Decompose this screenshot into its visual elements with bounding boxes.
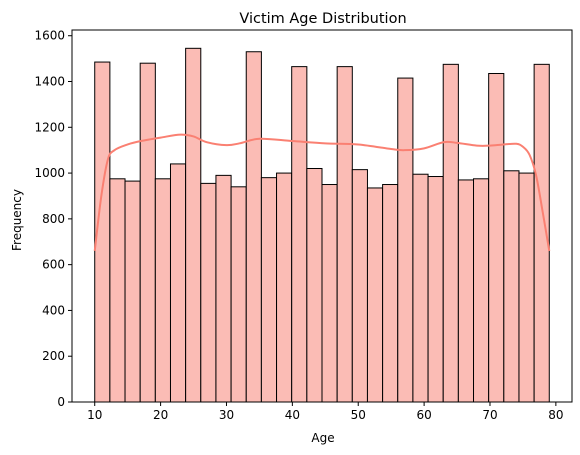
x-tick-label: 60 (416, 408, 431, 422)
histogram-bar (230, 186, 247, 403)
histogram-bar (260, 177, 278, 403)
histogram-bar (245, 51, 262, 403)
histogram-bar (427, 176, 444, 403)
y-tick-label: 800 (42, 212, 65, 226)
histogram-bar (473, 178, 490, 403)
histogram-bar (291, 66, 308, 403)
x-tick-label: 50 (351, 408, 366, 422)
y-tick-label: 0 (57, 395, 65, 409)
x-axis-label: Age (311, 431, 334, 445)
histogram-bar (457, 179, 475, 403)
y-tick-label: 1400 (34, 75, 65, 89)
histogram-bar (169, 163, 187, 403)
histogram-bar (488, 72, 505, 403)
x-tick-label: 20 (153, 408, 168, 422)
x-tick-label: 80 (548, 408, 563, 422)
histogram-bar (321, 184, 338, 403)
histogram-bar (200, 182, 217, 403)
y-tick-label: 400 (42, 303, 65, 317)
x-tick-label: 70 (482, 408, 497, 422)
histogram-bar (124, 180, 141, 403)
histogram-bar (109, 178, 126, 403)
histogram-bar (382, 184, 399, 403)
x-tick-label: 40 (285, 408, 300, 422)
histogram-bar (185, 47, 202, 403)
histogram-bar (412, 173, 429, 403)
histogram-bar (397, 77, 414, 403)
histogram-bar (442, 63, 459, 403)
histogram-bar (306, 167, 323, 403)
histogram-bar (351, 169, 368, 403)
axes-group: 10 20 30 40 50 60 70 80020040060080010001200140… (34, 29, 573, 422)
chart-title: Victim Age Distribution (239, 11, 406, 27)
histogram-bar (336, 66, 353, 403)
histogram-bar (518, 172, 535, 403)
y-axis-label: Frequency (10, 189, 24, 251)
y-tick-label: 1200 (34, 120, 65, 134)
bars-group (94, 47, 550, 403)
histogram-bar (215, 174, 232, 403)
y-tick-label: 1600 (34, 29, 65, 43)
plot-frame (71, 29, 573, 403)
histogram-bar (366, 187, 384, 403)
y-tick-label: 1000 (34, 166, 65, 180)
histogram-bar (503, 170, 520, 403)
x-tick-label: 30 (219, 408, 234, 422)
x-tick-label: 10 (87, 408, 102, 422)
kde-curve (93, 133, 551, 252)
histogram-bar (154, 178, 171, 403)
y-tick-label: 200 (42, 349, 65, 363)
histogram-bar (139, 62, 156, 403)
y-tick-label: 600 (42, 258, 65, 272)
histogram-bar (276, 172, 293, 403)
